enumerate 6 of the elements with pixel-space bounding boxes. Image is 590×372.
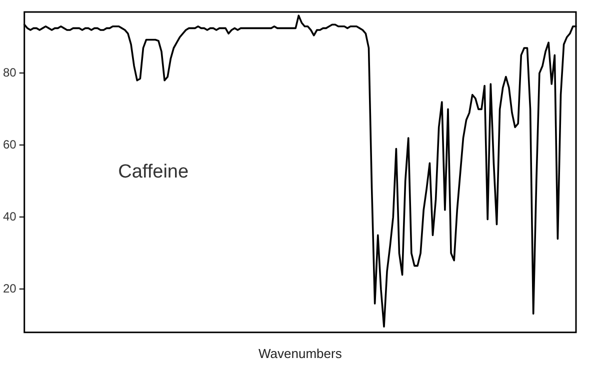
x-axis-title: Wavenumbers bbox=[258, 346, 342, 361]
y-tick-label: 40 bbox=[2, 210, 17, 224]
y-tick-label: 80 bbox=[2, 66, 17, 80]
annotation: Caffeine bbox=[118, 161, 189, 182]
y-tick-label: 20 bbox=[2, 282, 17, 296]
y-tick-label: 60 bbox=[2, 138, 17, 152]
